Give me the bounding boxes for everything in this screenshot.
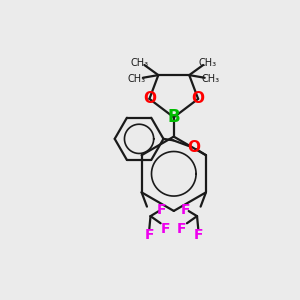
- Text: O: O: [143, 92, 156, 106]
- Text: CH₃: CH₃: [199, 58, 217, 68]
- Text: F: F: [194, 228, 203, 242]
- Text: CH₃: CH₃: [128, 74, 146, 84]
- Text: O: O: [188, 140, 201, 155]
- Text: F: F: [144, 228, 154, 242]
- Text: F: F: [157, 202, 167, 217]
- Text: F: F: [177, 222, 186, 236]
- Text: CH₃: CH₃: [202, 74, 220, 84]
- Text: B: B: [167, 108, 180, 126]
- Text: CH₃: CH₃: [131, 58, 149, 68]
- Text: F: F: [161, 222, 171, 236]
- Text: O: O: [192, 92, 205, 106]
- Text: F: F: [181, 202, 190, 217]
